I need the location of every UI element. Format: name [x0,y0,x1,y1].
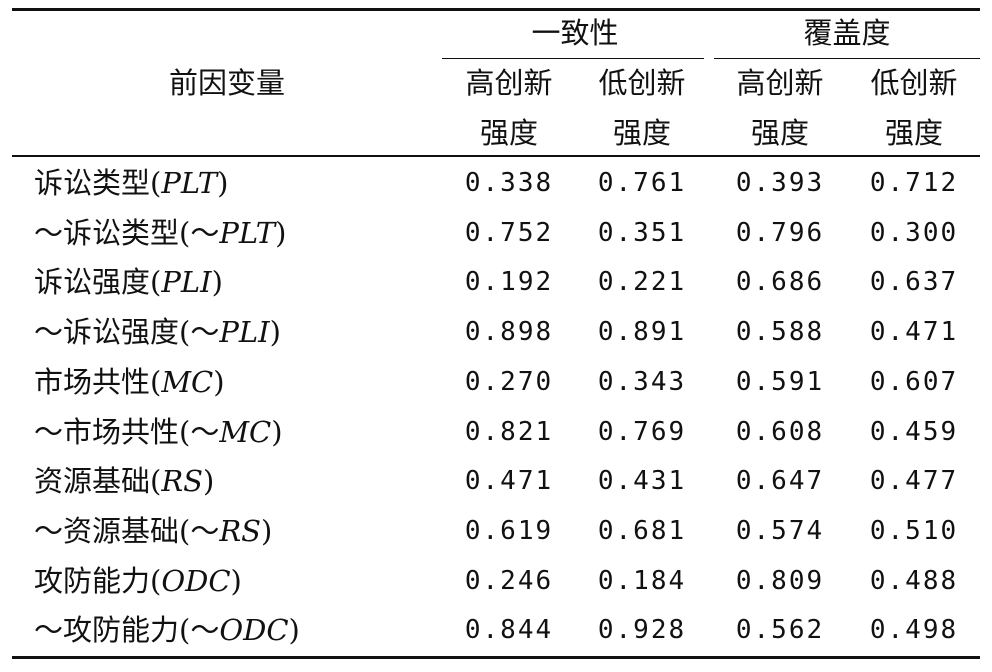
coverage-group-rule [714,58,980,59]
row-label-prefix: 诉讼强度( [34,265,162,299]
table-cell-value: 0.510 [869,516,959,546]
table-cell-value: 0.647 [735,466,825,496]
table-cell-value: 0.809 [735,566,825,596]
row-label-suffix: ) [217,166,229,200]
table-cell-value: 0.270 [464,367,554,397]
table-cell-value: 0.712 [869,168,959,198]
row-label-prefix: ～攻防能力(～ [34,613,220,647]
table-cell-value: 0.477 [869,466,959,496]
table-cell-value: 0.891 [597,317,687,347]
table-cell-value: 0.637 [869,267,959,297]
table-cell-value: 0.607 [869,367,959,397]
col-header-line1: 低创新 [598,66,686,100]
coverage-group-header: 覆盖度 [803,16,891,50]
row-variable-code: PLT [161,166,218,200]
row-variable-code: PLI [161,265,212,299]
row-label-suffix: ) [230,564,242,598]
table-cell-value: 0.246 [464,566,554,596]
row-label-prefix: ～市场共性(～ [34,415,220,449]
table-cell-value: 0.821 [464,417,554,447]
row-label: ～资源基础(～RS) [34,514,272,548]
row-variable-code: ODC [219,613,289,647]
row-label-prefix: 市场共性( [34,365,162,399]
table-cell-value: 0.459 [869,417,959,447]
row-variable-code: MC [219,415,272,449]
row-variable-code: RS [161,464,204,498]
row-label-suffix: ) [288,613,300,647]
table-cell-value: 0.192 [464,267,554,297]
row-variable-code: ODC [161,564,231,598]
row-label: ～攻防能力(～ODC) [34,613,300,647]
col-header-line2: 强度 [612,116,672,150]
data-table: 前因变量 一致性 覆盖度 高创新 强度 低创新 强度 高创新 强度 低创新 强度… [12,0,980,672]
table-cell-value: 0.393 [735,168,825,198]
row-label: ～市场共性(～MC) [34,415,283,449]
antecedent-header: 前因变量 [168,66,286,100]
table-cell-value: 0.796 [735,218,825,248]
row-variable-code: PLT [219,216,276,250]
col-header-line1: 高创新 [465,66,553,100]
col-header-line2: 强度 [884,116,944,150]
consistency-group-rule [442,58,704,59]
col-header-line1: 低创新 [870,66,958,100]
table-cell-value: 0.431 [597,466,687,496]
row-label: 诉讼强度(PLI) [34,265,223,299]
table-cell-value: 0.681 [597,516,687,546]
col-header-line1: 高创新 [736,66,824,100]
row-label: 诉讼类型(PLT) [34,166,228,200]
table-cell-value: 0.471 [869,317,959,347]
table-cell-value: 0.300 [869,218,959,248]
row-label-suffix: ) [261,514,273,548]
row-label-suffix: ) [211,265,223,299]
row-label-prefix: ～诉讼类型(～ [34,216,220,250]
row-label-prefix: ～资源基础(～ [34,514,220,548]
table-cell-value: 0.752 [464,218,554,248]
table-cell-value: 0.608 [735,417,825,447]
row-label: 资源基础(RS) [34,464,214,498]
table-cell-value: 0.928 [597,615,687,645]
table-cell-value: 0.351 [597,218,687,248]
table-cell-value: 0.562 [735,615,825,645]
consistency-group-header: 一致性 [531,16,619,50]
col-header-line2: 强度 [750,116,810,150]
table-cell-value: 0.498 [869,615,959,645]
table-cell-value: 0.221 [597,267,687,297]
row-label: ～诉讼强度(～PLI) [34,315,281,349]
table-cell-value: 0.769 [597,417,687,447]
row-label-prefix: 资源基础( [34,464,162,498]
table-cell-value: 0.686 [735,267,825,297]
bottom-rule [12,656,980,659]
table-cell-value: 0.844 [464,615,554,645]
table-cell-value: 0.488 [869,566,959,596]
table-cell-value: 0.898 [464,317,554,347]
row-variable-code: PLI [219,315,270,349]
row-label-suffix: ) [269,315,281,349]
row-label: 攻防能力(ODC) [34,564,242,598]
row-label-suffix: ) [275,216,287,250]
row-label: ～诉讼类型(～PLT) [34,216,286,250]
row-variable-code: MC [161,365,214,399]
table-cell-value: 0.184 [597,566,687,596]
row-label-prefix: 诉讼类型( [34,166,162,200]
row-label-suffix: ) [203,464,215,498]
table-cell-value: 0.471 [464,466,554,496]
header-rule [12,155,980,157]
row-label-prefix: ～诉讼强度(～ [34,315,220,349]
row-label: 市场共性(MC) [34,365,225,399]
table-cell-value: 0.574 [735,516,825,546]
col-header-line2: 强度 [479,116,539,150]
top-rule [12,8,980,11]
table-cell-value: 0.619 [464,516,554,546]
table-cell-value: 0.591 [735,367,825,397]
row-label-suffix: ) [271,415,283,449]
row-variable-code: RS [219,514,262,548]
row-label-prefix: 攻防能力( [34,564,162,598]
table-cell-value: 0.588 [735,317,825,347]
row-label-suffix: ) [213,365,225,399]
table-cell-value: 0.343 [597,367,687,397]
table-cell-value: 0.338 [464,168,554,198]
table-cell-value: 0.761 [597,168,687,198]
